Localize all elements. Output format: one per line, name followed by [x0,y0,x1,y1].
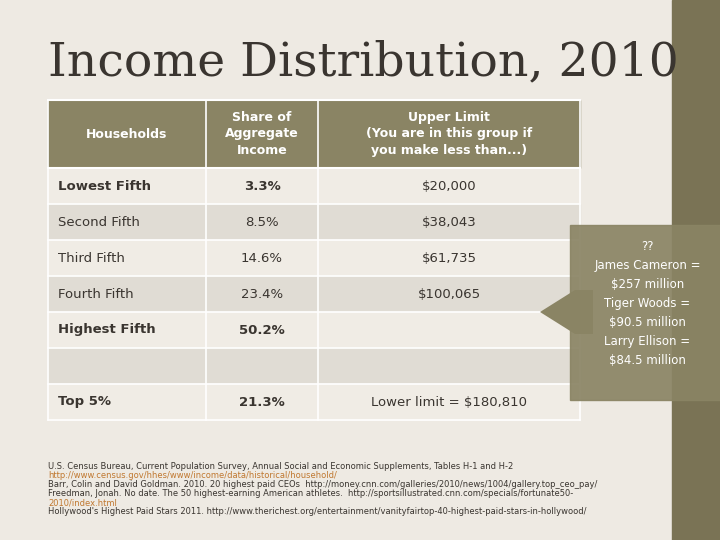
Bar [48,276,206,312]
Text: 50.2%: 50.2% [239,323,285,336]
Text: Highest Fifth: Highest Fifth [58,323,156,336]
Bar [48,168,206,204]
Text: Top 5%: Top 5% [58,395,111,408]
Bar [48,348,206,384]
Bar [206,276,318,312]
Bar [206,204,318,240]
Text: U.S. Census Bureau, Current Population Survey, Annual Social and Economic Supple: U.S. Census Bureau, Current Population S… [48,462,513,471]
Bar [48,204,206,240]
Bar [206,168,318,204]
Text: 3.3%: 3.3% [243,179,280,192]
Bar [206,312,318,348]
Text: Share of
Aggregate
Income: Share of Aggregate Income [225,111,299,157]
Bar [318,312,580,348]
Bar [318,168,580,204]
Bar [206,240,318,276]
Text: Upper Limit
(You are in this group if
you make less than...): Upper Limit (You are in this group if yo… [366,111,532,157]
Bar [318,384,580,420]
Bar [206,100,318,168]
Bar [318,276,580,312]
Text: ??
James Cameron =
$257 million
Tiger Woods =
$90.5 million
Larry Ellison =
$84.: ?? James Cameron = $257 million Tiger Wo… [594,240,701,368]
Text: Lower limit = $180,810: Lower limit = $180,810 [371,395,527,408]
Bar [672,0,720,540]
Bar [206,348,318,384]
Text: Third Fifth: Third Fifth [58,252,125,265]
Text: 14.6%: 14.6% [241,252,283,265]
Text: 23.4%: 23.4% [241,287,283,300]
Text: Lowest Fifth: Lowest Fifth [58,179,151,192]
Bar [318,100,580,168]
Text: $38,043: $38,043 [422,215,477,228]
Bar [48,312,206,348]
Polygon shape [540,290,593,334]
Bar [570,225,720,400]
Bar [48,384,206,420]
Text: $100,065: $100,065 [418,287,480,300]
Bar [48,100,206,168]
Text: Barr, Colin and David Goldman. 2010. 20 highest paid CEOs  http://money.cnn.com/: Barr, Colin and David Goldman. 2010. 20 … [48,480,598,489]
Text: Hollywood's Highest Paid Stars 2011. http://www.therichest.org/entertainment/van: Hollywood's Highest Paid Stars 2011. htt… [48,507,587,516]
Text: Households: Households [86,127,168,140]
Text: $20,000: $20,000 [422,179,477,192]
Text: Second Fifth: Second Fifth [58,215,140,228]
Text: Fourth Fifth: Fourth Fifth [58,287,134,300]
Bar [318,204,580,240]
Text: 8.5%: 8.5% [246,215,279,228]
Bar [48,240,206,276]
Text: $61,735: $61,735 [421,252,477,265]
Bar [318,240,580,276]
Bar [206,384,318,420]
Text: 21.3%: 21.3% [239,395,285,408]
Text: Income Distribution, 2010: Income Distribution, 2010 [48,40,679,85]
Text: http://www.census.gov/hhes/www/income/data/historical/household/: http://www.census.gov/hhes/www/income/da… [48,471,337,480]
Text: Freedman, Jonah. No date. The 50 highest-earning American athletes.  http://spor: Freedman, Jonah. No date. The 50 highest… [48,489,573,498]
Bar [318,348,580,384]
Text: 2010/index.html: 2010/index.html [48,498,117,507]
